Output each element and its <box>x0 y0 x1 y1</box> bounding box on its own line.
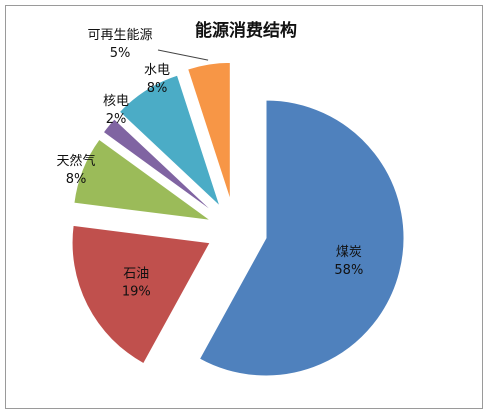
slice-label: 可再生能源 <box>87 28 152 43</box>
pie-slice-1 <box>198 99 405 377</box>
pie-slice-4 <box>102 118 216 214</box>
pie-labels: 煤炭 58% 石油 19% 天然气 8% 核电 2% 水电 8% 可再生能源 5% <box>56 28 363 299</box>
slice-value-label: 2% <box>106 112 127 127</box>
pie-slice-6 <box>187 61 231 201</box>
slice-value-label: 19% <box>122 284 151 299</box>
pie-slices <box>71 61 405 377</box>
slice-label: 水电 <box>144 63 170 78</box>
slice-label: 核电 <box>103 94 129 109</box>
pie-slice-3 <box>73 138 212 221</box>
pie-slice-5 <box>118 74 221 207</box>
slice-label: 煤炭 <box>336 245 362 260</box>
slice-value-label: 5% <box>110 46 131 61</box>
leader-line <box>157 49 209 61</box>
slice-value-label: 8% <box>147 81 168 96</box>
pie-slice-2 <box>71 224 211 365</box>
slice-label: 天然气 <box>56 153 95 169</box>
slice-value-label: 58% <box>334 263 363 278</box>
chart-title: 能源消费结构 <box>195 20 297 41</box>
slice-label: 石油 <box>123 266 149 281</box>
slice-value-label: 8% <box>66 172 87 187</box>
